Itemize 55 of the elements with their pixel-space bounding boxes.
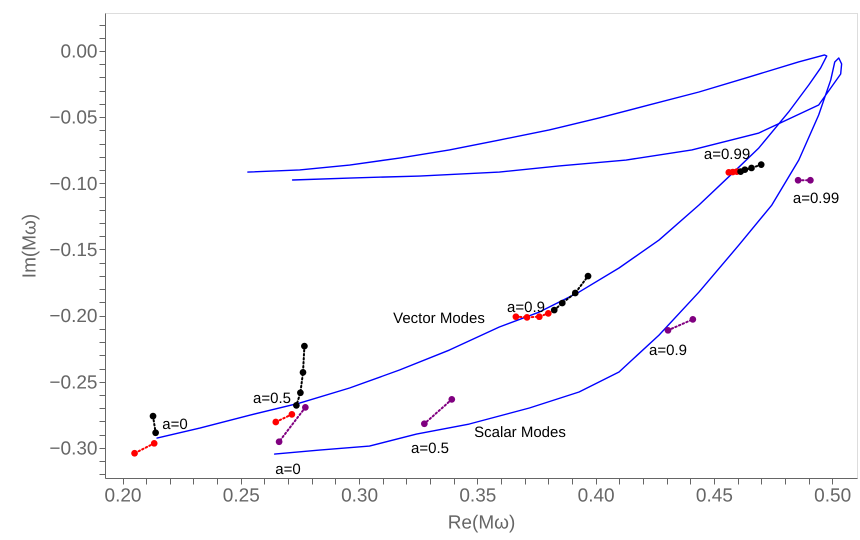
point (297, 389, 304, 396)
point (152, 429, 159, 436)
annotation: a=0 (162, 416, 188, 433)
point (448, 396, 456, 403)
x-tick-label: 0.45 (696, 486, 733, 506)
point (300, 369, 306, 376)
x-tick-label: 0.25 (222, 486, 260, 506)
y-tick-label: −0.30 (49, 438, 98, 460)
annotation: a=0.5 (253, 390, 291, 407)
point (512, 313, 520, 320)
y-tick-label: −0.15 (49, 240, 98, 261)
y-tick-label: −0.20 (49, 306, 98, 328)
annotation: Vector Modes (393, 310, 485, 327)
x-tick-label: 0.50 (814, 486, 852, 506)
point (558, 300, 566, 306)
annotation: a=0.99 (704, 146, 750, 163)
point (758, 161, 765, 168)
point (293, 402, 300, 409)
point (584, 272, 592, 280)
point (420, 420, 428, 428)
annotation: Scalar Modes (474, 424, 566, 441)
y-axis-title: Im(Mω) (19, 214, 40, 278)
x-tick-label: 0.30 (341, 486, 378, 506)
y-tick-label: −0.25 (49, 372, 98, 394)
point (742, 166, 748, 174)
point (524, 314, 530, 321)
point (288, 411, 296, 418)
annotation: a=0.5 (411, 440, 449, 457)
point (131, 450, 138, 457)
point (150, 412, 156, 420)
point (276, 438, 282, 446)
point (536, 313, 543, 320)
point (301, 342, 308, 350)
annotation: a=0 (275, 461, 301, 478)
point (794, 176, 802, 184)
annotation: a=0.9 (507, 299, 545, 316)
x-tick-label: 0.35 (459, 486, 496, 506)
x-tick-label: 0.20 (104, 486, 142, 506)
point (150, 440, 158, 447)
y-tick-label: 0.00 (60, 41, 98, 62)
point (807, 176, 814, 184)
x-axis-title: Re(Mω) (448, 512, 516, 534)
point (664, 326, 672, 334)
point (272, 418, 280, 426)
y-tick-label: −0.10 (49, 174, 98, 195)
point (544, 310, 552, 317)
point (302, 404, 309, 411)
x-tick-label: 0.40 (578, 486, 615, 506)
annotation: a=0.9 (649, 342, 687, 359)
point (550, 306, 558, 314)
y-tick-label: −0.05 (49, 108, 98, 129)
point (572, 290, 579, 296)
point (748, 164, 755, 172)
annotation: a=0.99 (792, 190, 840, 207)
point (689, 316, 696, 323)
